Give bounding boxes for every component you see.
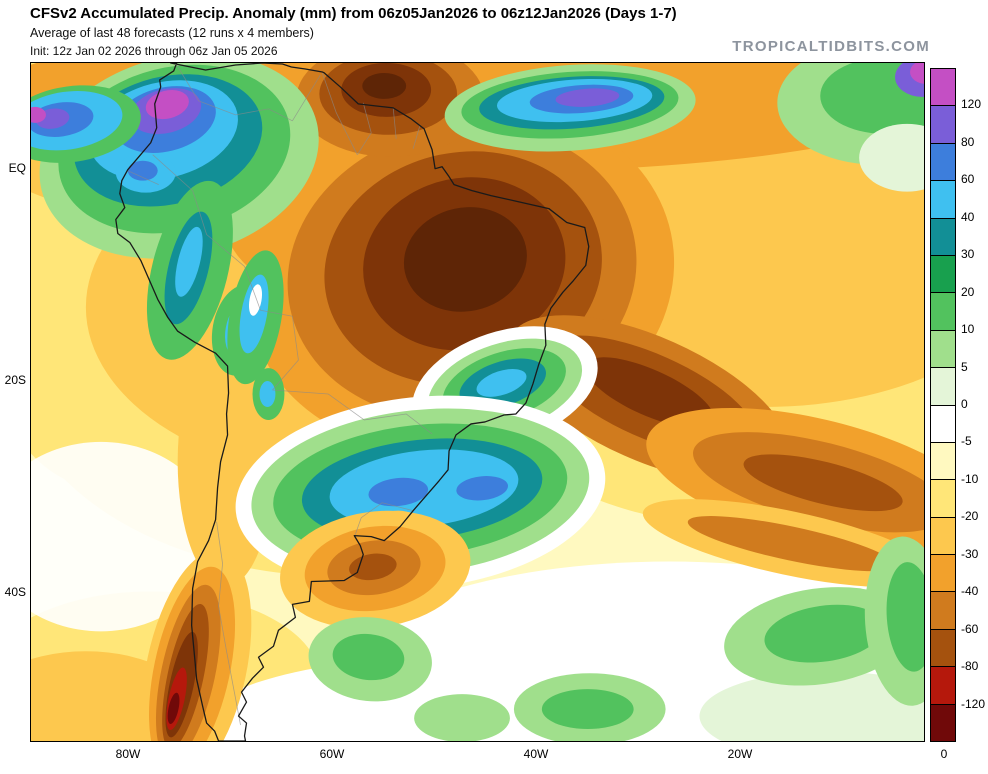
colorbar-tick-label--20: -20 — [961, 509, 979, 524]
colorbar-segment-6 — [931, 292, 955, 330]
map-frame — [30, 62, 925, 742]
colorbar-segment-14 — [931, 591, 955, 629]
northeast-green-patch — [777, 63, 924, 192]
colorbar-segment-10 — [931, 441, 955, 480]
colorbar-tick-label--60: -60 — [961, 621, 979, 636]
colorbar-tick-label-80: 80 — [961, 134, 975, 149]
colorbar-tick-label--10: -10 — [961, 471, 979, 486]
chile-dry-stripe — [141, 549, 252, 741]
colorbar-tick-label-30: 30 — [961, 247, 975, 262]
colorbar-segment-3 — [931, 180, 955, 218]
colorbar-segment-12 — [931, 516, 955, 555]
page-title: CFSv2 Accumulated Precip. Anomaly (mm) f… — [30, 5, 677, 22]
colorbar-tick-label--5: -5 — [961, 434, 972, 449]
bolivia-wet-stripe — [227, 250, 284, 385]
forecast-average-subtitle: Average of last 48 forecasts (12 runs x … — [30, 26, 314, 40]
init-time-label: Init: 12z Jan 02 2026 through 06z Jan 05… — [30, 44, 278, 58]
atlantic-dry-band-lower — [642, 499, 924, 588]
colorbar-segment-2 — [931, 142, 955, 181]
colorbar-tick-label-10: 10 — [961, 322, 975, 337]
colorbar-tick-label-120: 120 — [961, 97, 982, 112]
colorbar-tick-label-5: 5 — [961, 359, 968, 374]
colorbar-segment-4 — [931, 217, 955, 255]
country-borders — [127, 64, 433, 726]
south-america-coastline — [115, 63, 590, 741]
colorbar-segment-17 — [931, 703, 955, 742]
andes-wet-stripe — [146, 180, 233, 360]
colorbar-tick-label-20: 20 — [961, 284, 975, 299]
colorbar-tick-label--80: -80 — [961, 659, 979, 674]
longitude-label-20W: 20W — [727, 747, 753, 761]
colorbar-segment-7 — [931, 329, 955, 368]
longitude-label-60W: 60W — [319, 747, 345, 761]
colorbar-segment-5 — [931, 254, 955, 293]
colorbar-segment-15 — [931, 628, 955, 667]
pacific-magenta-core — [31, 106, 46, 123]
colorbar-segment-11 — [931, 479, 955, 517]
altiplano-cyan-spot — [259, 381, 276, 407]
colorbar-segment-13 — [931, 554, 955, 592]
south-america-precip-anomaly-map — [31, 63, 924, 741]
colorbar-tick-label--40: -40 — [961, 584, 979, 599]
colorbar — [930, 68, 956, 742]
colorbar-tick-label-40: 40 — [961, 209, 975, 224]
colorbar-tick-label--120: -120 — [961, 696, 986, 711]
colorbar-tick-label-0: 0 — [961, 397, 968, 411]
argentina-dry-blob — [280, 510, 471, 629]
colorbar-tick-label--30: -30 — [961, 546, 979, 561]
atlantic-dry-band — [646, 408, 924, 556]
colorbar-segment-16 — [931, 666, 955, 704]
colorbar-segment-9 — [931, 404, 955, 442]
colorbar-segment-0 — [931, 69, 955, 106]
longitude-label-40W: 40W — [523, 747, 549, 761]
longitude-label-0: 0 — [940, 747, 948, 761]
tropicaltidbits-watermark: TROPICALTIDBITS.COM — [732, 38, 930, 55]
latitude-label-EQ: EQ — [8, 161, 26, 175]
latitude-label-20S: 20S — [4, 373, 26, 387]
equatorial-wet-band — [444, 64, 696, 152]
latitude-label-40S: 40S — [4, 585, 26, 599]
south-atlantic-green-patches — [308, 536, 924, 741]
colorbar-segment-8 — [931, 367, 955, 405]
colorbar-segment-1 — [931, 105, 955, 143]
colombia-blue-spot — [127, 160, 158, 181]
colorbar-tick-label-60: 60 — [961, 172, 975, 187]
pacific-wet-blob — [31, 85, 141, 163]
longitude-label-80W: 80W — [115, 747, 141, 761]
